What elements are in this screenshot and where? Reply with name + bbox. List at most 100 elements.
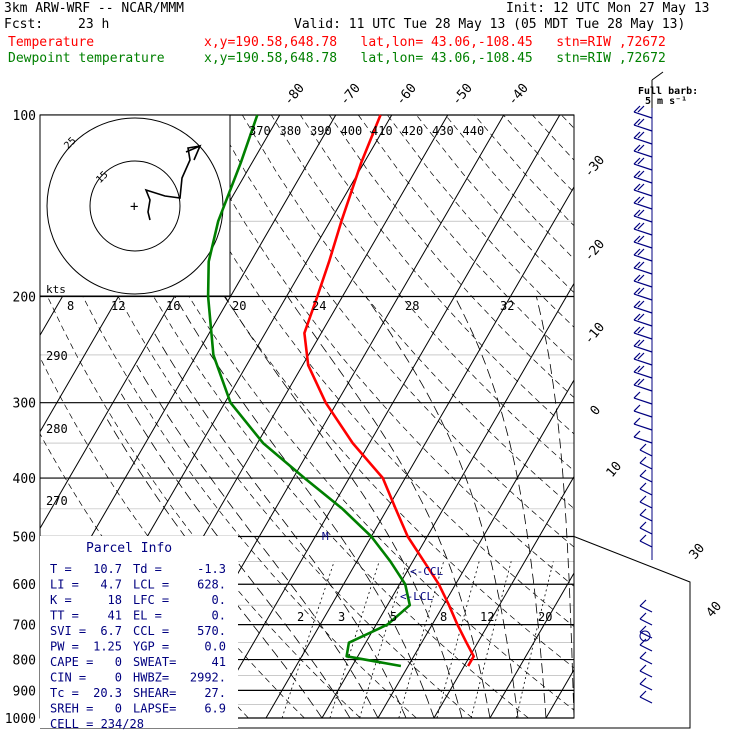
wind-barb-feather <box>639 521 647 529</box>
dry-adiabat-line <box>590 115 740 718</box>
wind-barb <box>639 462 653 470</box>
parcel-title: Parcel Info <box>86 541 172 556</box>
wind-barb-feather <box>637 261 645 269</box>
plot-frame <box>39 114 575 719</box>
dry-adiabat-line <box>300 114 574 435</box>
barb-note-units: 5 m s⁻¹ <box>645 96 687 107</box>
mixing-ratio-line <box>436 561 480 719</box>
mixing-ratio-grid <box>281 561 554 719</box>
ccl-marker: <-CCL <box>410 565 443 578</box>
pressure-tick-label: 1000 <box>5 712 36 727</box>
wind-barb <box>639 527 653 535</box>
wind-barb-feather <box>633 144 641 152</box>
wind-barb-feather <box>639 456 647 464</box>
wind-barb-feather <box>639 651 647 659</box>
wind-barb <box>639 488 653 496</box>
theta-e-label: 410 <box>371 124 393 138</box>
moist-adiabat-line <box>224 296 463 719</box>
dry-adiabat-line <box>241 114 574 510</box>
hodograph-arrowhead <box>185 144 202 161</box>
moist-adiabat-line <box>600 297 603 719</box>
parcel-row-value: 2992. <box>190 671 226 685</box>
wind-barb <box>633 306 653 314</box>
wind-barb-feather <box>637 105 645 113</box>
parcel-row-value: 18 <box>108 593 122 607</box>
init-time: Init: 12 UTC Mon 27 May 13 <box>506 1 710 16</box>
parcel-row-value: 628. <box>197 578 226 592</box>
isotherm-right-label: -30 <box>582 153 609 181</box>
parcel-box-bg <box>40 536 238 728</box>
moist-adiabat-line <box>365 296 519 719</box>
mixing-ratio-line <box>470 561 512 719</box>
speed-tick-label: 24 <box>312 299 326 313</box>
dry-adiabat-line <box>329 114 574 399</box>
wind-barb-feather <box>637 378 645 386</box>
isotherm-line <box>265 185 574 719</box>
parcel-row-value: 0 <box>115 671 122 685</box>
wind-barb <box>633 384 653 392</box>
hodograph-trace <box>144 145 201 221</box>
wind-barb-feather <box>637 235 645 243</box>
mixing-ratio-label: 8 <box>440 610 447 624</box>
speed-tick-label: 16 <box>166 299 180 313</box>
theta-e-label: 440 <box>463 124 485 138</box>
parcel-row-value: 0. <box>212 593 226 607</box>
moist-adiabat-line <box>454 296 547 719</box>
wind-barb <box>633 345 653 353</box>
wind-barb <box>633 150 653 158</box>
wind-barb-feather <box>633 430 641 438</box>
theta-label: 280 <box>46 422 68 436</box>
parcel-row-label: SREH = <box>50 702 93 716</box>
wind-barb-feather <box>639 469 647 477</box>
dry-adiabat-line <box>474 114 574 227</box>
wind-barb-feather <box>637 196 645 204</box>
wind-barb-feather <box>639 495 647 503</box>
pressure-tick-label: 600 <box>13 578 36 593</box>
speed-axis-label: kts <box>46 283 66 296</box>
wind-barb <box>633 332 653 340</box>
theta-label: 290 <box>46 349 68 363</box>
wind-barb-feather <box>633 313 641 321</box>
parcel-row-label: LCL = <box>133 578 169 592</box>
wind-barb <box>633 228 653 236</box>
wind-barb <box>639 540 653 548</box>
wind-barb-feather <box>633 326 641 334</box>
parcel-row-value: -1.3 <box>197 562 226 576</box>
wind-barb <box>639 657 653 665</box>
forecast-label: Fcst: <box>4 17 44 32</box>
wind-barb-feather <box>633 157 641 165</box>
wind-barb <box>639 475 653 483</box>
forecast-hours: 23 h <box>78 17 110 32</box>
dry-adiabat-line <box>358 114 574 363</box>
wind-barb-feather <box>633 131 641 139</box>
moist-adiabat-line <box>120 393 351 719</box>
parcel-row-label: EL = <box>133 609 162 623</box>
dry-adiabat-line <box>40 115 473 719</box>
parcel-row-label: YGP = <box>133 640 169 654</box>
theta-e-label: 420 <box>402 124 424 138</box>
wind-barb <box>639 605 653 613</box>
hodograph-origin: + <box>130 199 138 215</box>
wind-barb-feather <box>637 287 645 295</box>
mixing-ratio-line <box>516 561 554 719</box>
parcel-row-value: 10.7 <box>93 562 122 576</box>
pressure-tick-label: 200 <box>13 291 36 306</box>
parcel-row-label: PW = <box>50 640 79 654</box>
moist-adiabat-line <box>174 296 435 719</box>
parcel-row-label: Td = <box>133 562 162 576</box>
wind-barb-feather <box>633 209 641 217</box>
wind-barb-feather <box>633 170 641 178</box>
wind-barb <box>633 436 653 444</box>
parcel-row-label: CAPE = <box>50 655 93 669</box>
wind-barb-feather <box>633 248 641 256</box>
isotherm-top-label: -70 <box>337 81 364 109</box>
wind-barb-feather <box>637 339 645 347</box>
wind-barb <box>639 618 653 626</box>
wind-barb-feather <box>633 222 641 230</box>
isotherm-right-label: 40 <box>704 599 726 621</box>
isotherm-right-label: 30 <box>687 541 709 563</box>
parcel-row-value: 41 <box>108 609 122 623</box>
moist-adiabat-line <box>153 332 407 719</box>
theta-e-label: 390 <box>310 124 332 138</box>
wind-barb-feather <box>637 170 645 178</box>
